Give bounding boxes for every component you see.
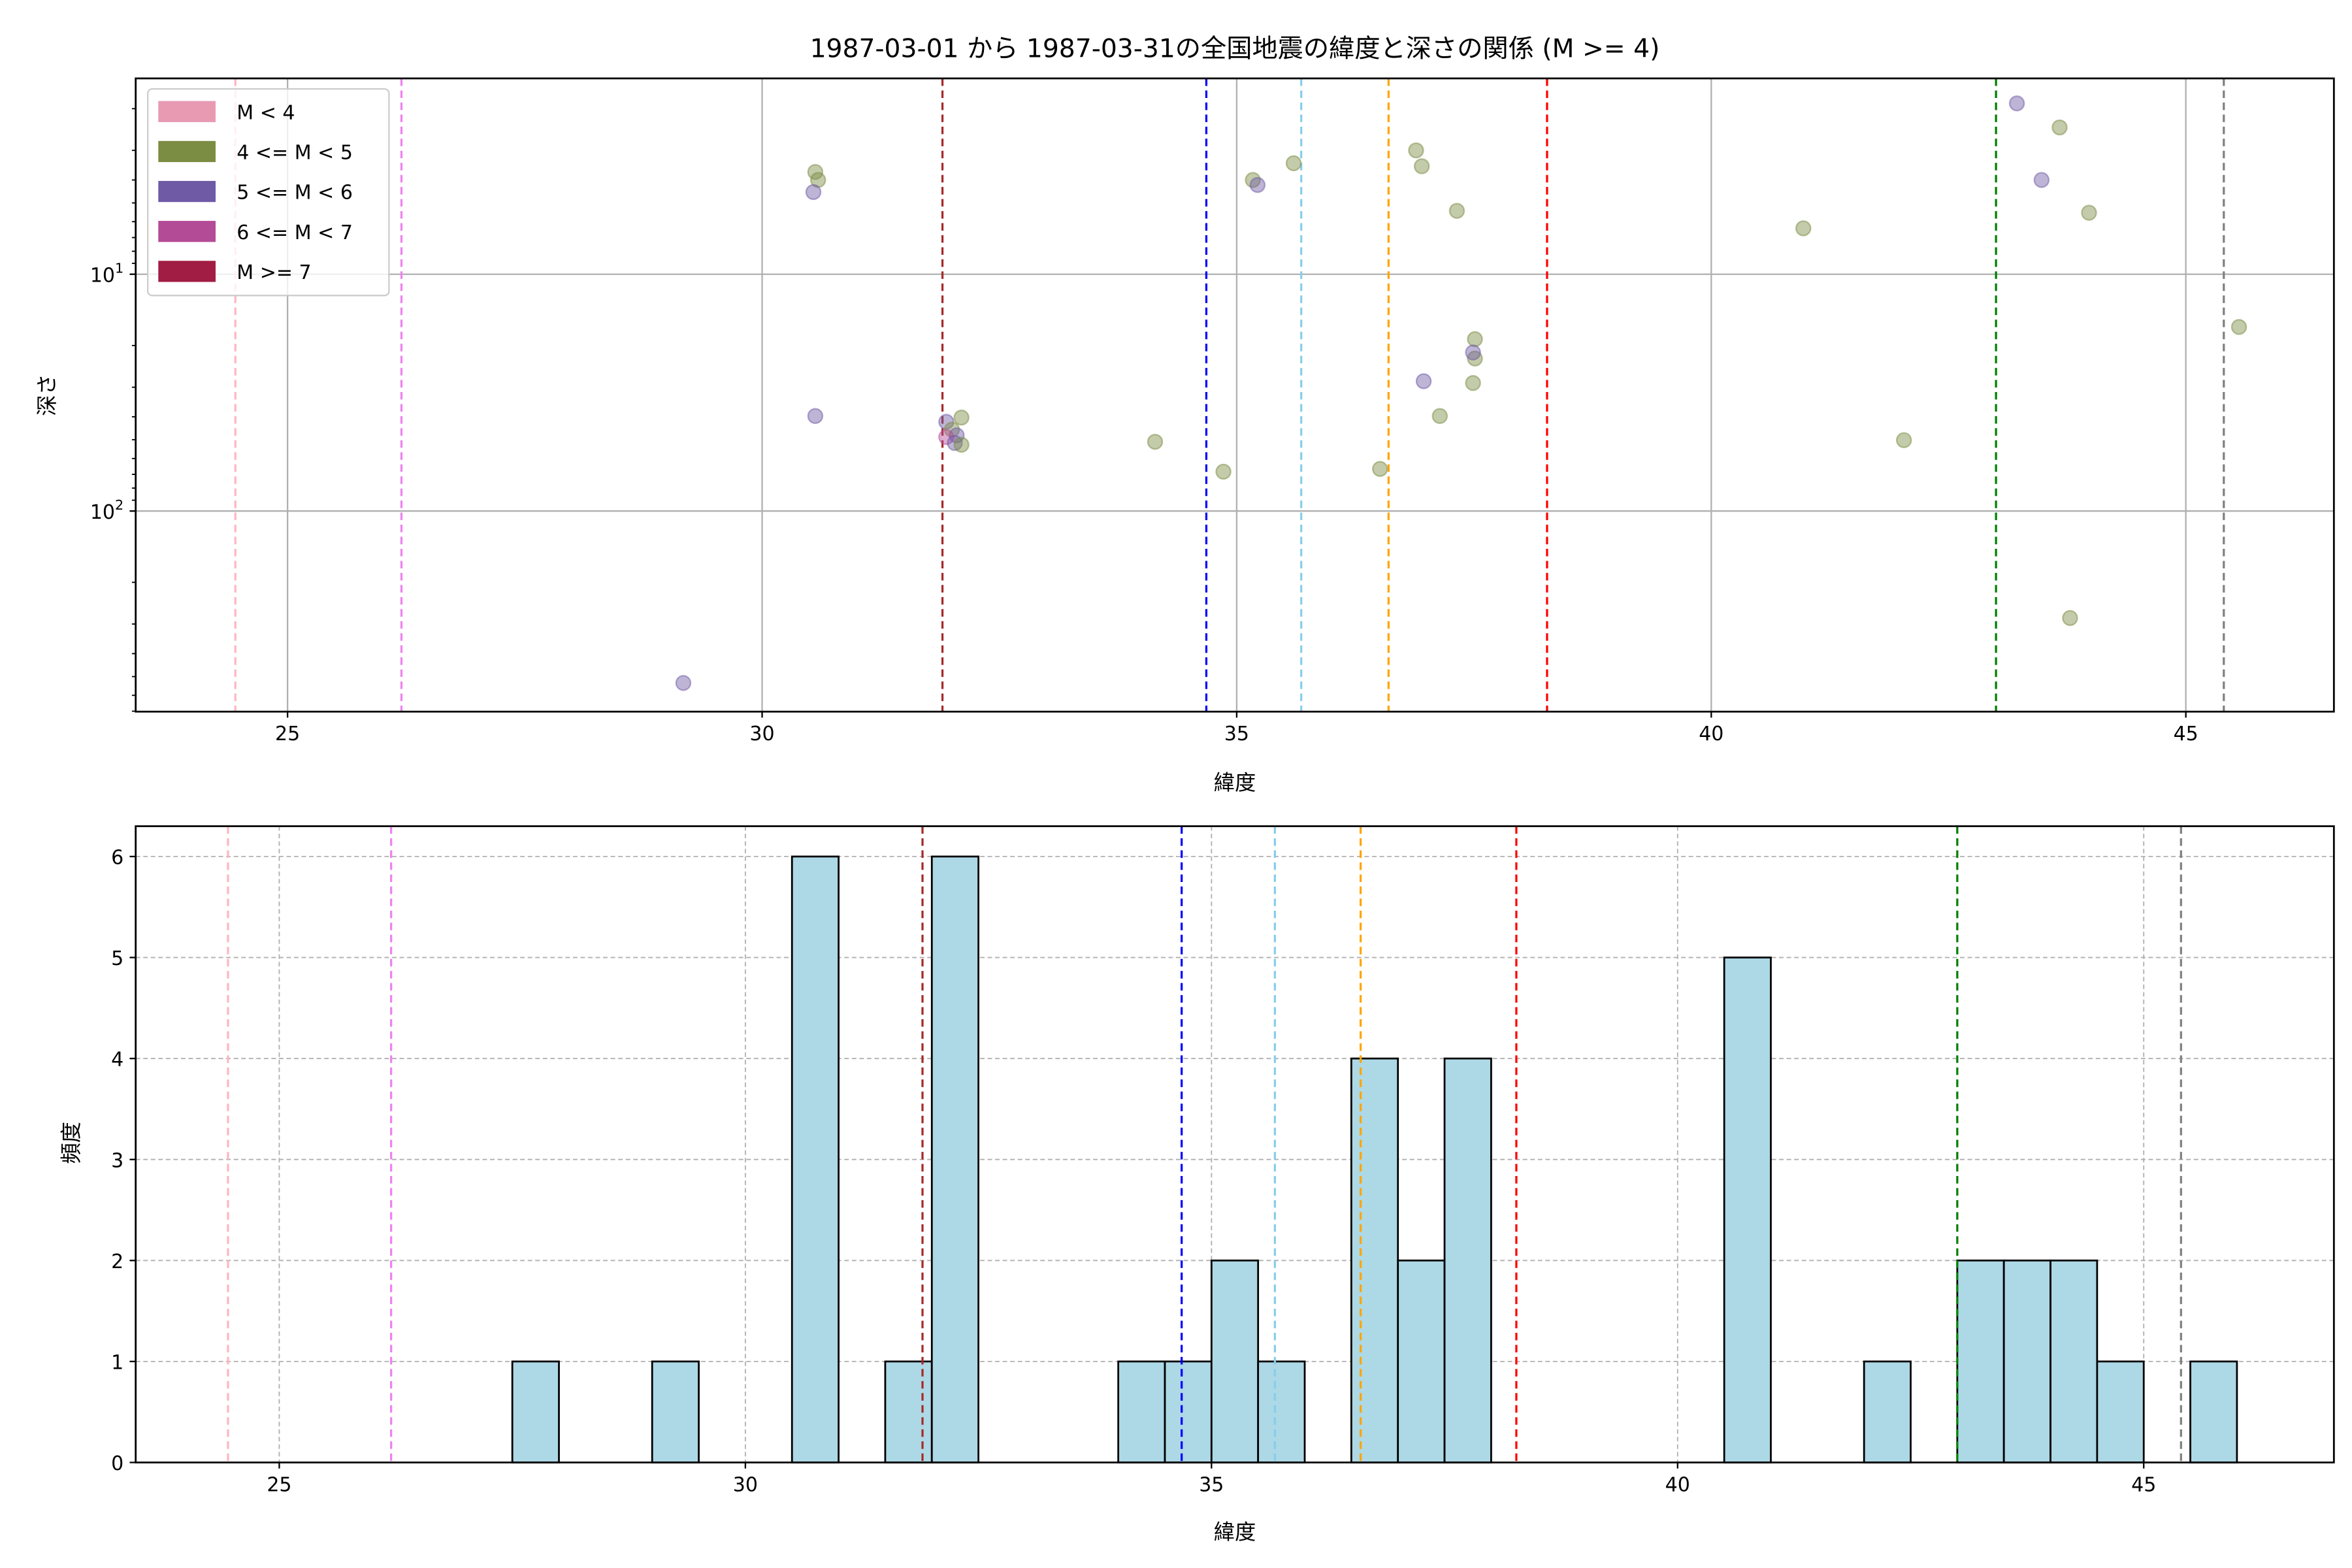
histogram-bar [1397,1259,1446,1463]
scatter-y-label: 深さ [35,374,59,416]
data-point [1413,158,1430,174]
histogram-bar [1443,1057,1492,1463]
histogram-bar [1350,1057,1399,1463]
data-point [2051,119,2068,136]
data-point [1372,461,1388,477]
data-point [805,184,822,201]
histogram-bar [651,1360,700,1463]
data-point [1467,350,1483,367]
y-tick-label: 5 [111,947,123,970]
x-tick-label: 25 [275,723,300,745]
histogram-bar [2189,1360,2238,1463]
x-tick-label: 25 [267,1473,291,1496]
x-tick-label: 45 [2131,1473,2156,1496]
histogram-bar [2096,1360,2145,1463]
hist-x-label: 緯度 [1214,1520,1256,1544]
legend-swatch [158,101,216,122]
y-tick-label: 102 [90,497,123,524]
data-point [1215,463,1232,480]
histogram-bar [1117,1360,1166,1463]
hist-y-label: 頻度 [59,1122,84,1164]
legend-label: M >= 7 [237,261,311,284]
data-point [675,675,692,691]
data-point [1465,375,1481,391]
legend: M < 4 4 <= M < 5 5 <= M < 6 6 <= M < 7 M >= … [146,88,390,297]
x-tick-label: 30 [749,723,774,745]
legend-swatch [158,140,216,163]
data-point [953,409,970,426]
data-point [1285,155,1302,172]
x-tick-label: 40 [1699,723,1723,745]
y-tick-label: 101 [90,260,123,287]
scatter-plot: 25 30 35 40 45 101 102 M < 4 4 <= M < 5 5 <= M < … [90,77,2335,745]
x-tick-label: 35 [1199,1473,1224,1496]
y-tick-label: 6 [111,847,123,870]
legend-label: M < 4 [237,101,295,124]
data-point [2062,610,2078,627]
histogram-bar [2050,1259,2099,1463]
y-tick-label: 3 [111,1149,123,1172]
x-tick-label: 40 [1665,1473,1690,1496]
histogram-bar [1863,1360,1912,1463]
data-point [1448,203,1465,219]
data-point [1408,142,1424,159]
histogram-bar [2002,1259,2051,1463]
axes-frame [135,825,2335,1463]
data-point [1895,432,1912,448]
data-point [1467,331,1483,348]
legend-swatch [158,261,216,282]
histogram-bar [1956,1259,2005,1463]
y-tick-label: 4 [111,1049,123,1071]
data-point [1431,408,1448,425]
chart-title: 1987-03-01 から 1987-03-31の全国地震の緯度と深さの関係 (… [810,35,1660,64]
data-point [807,408,824,425]
x-tick-label: 35 [1224,723,1249,745]
legend-label: 6 <= M < 7 [237,221,353,244]
y-tick-label: 1 [111,1351,123,1374]
data-point [953,436,970,453]
y-tick-label: 0 [111,1452,123,1475]
histogram-bar [511,1360,560,1463]
data-point [1795,220,1812,237]
histogram-bar [1164,1360,1213,1463]
legend-label: 4 <= M < 5 [237,141,353,164]
histogram-bar [791,855,840,1463]
data-point [1249,176,1266,193]
data-point [1147,433,1164,450]
histogram-bar [1723,956,1772,1463]
y-tick-exponent: 1 [115,260,123,276]
legend-box [146,88,390,297]
y-tick-label: 2 [111,1250,123,1273]
data-point [2033,172,2050,188]
data-point [1465,344,1481,361]
data-point [2081,204,2097,221]
histogram-bar [1210,1259,1260,1463]
data-point [938,429,955,446]
x-tick-label: 30 [733,1473,758,1496]
histogram-bar [884,1360,933,1463]
y-tick-exponent: 2 [115,497,123,513]
x-tick-label: 45 [2174,723,2198,745]
scatter-x-label: 緯度 [1214,770,1256,795]
legend-label: 5 <= M < 6 [237,182,353,204]
data-point [2008,95,2025,112]
data-point [2230,319,2247,335]
axes-frame [135,77,2335,713]
histogram-bar [1257,1360,1306,1463]
legend-swatch [158,221,216,242]
data-point [1415,373,1432,389]
histogram-bar [930,855,979,1463]
legend-swatch [158,180,216,203]
